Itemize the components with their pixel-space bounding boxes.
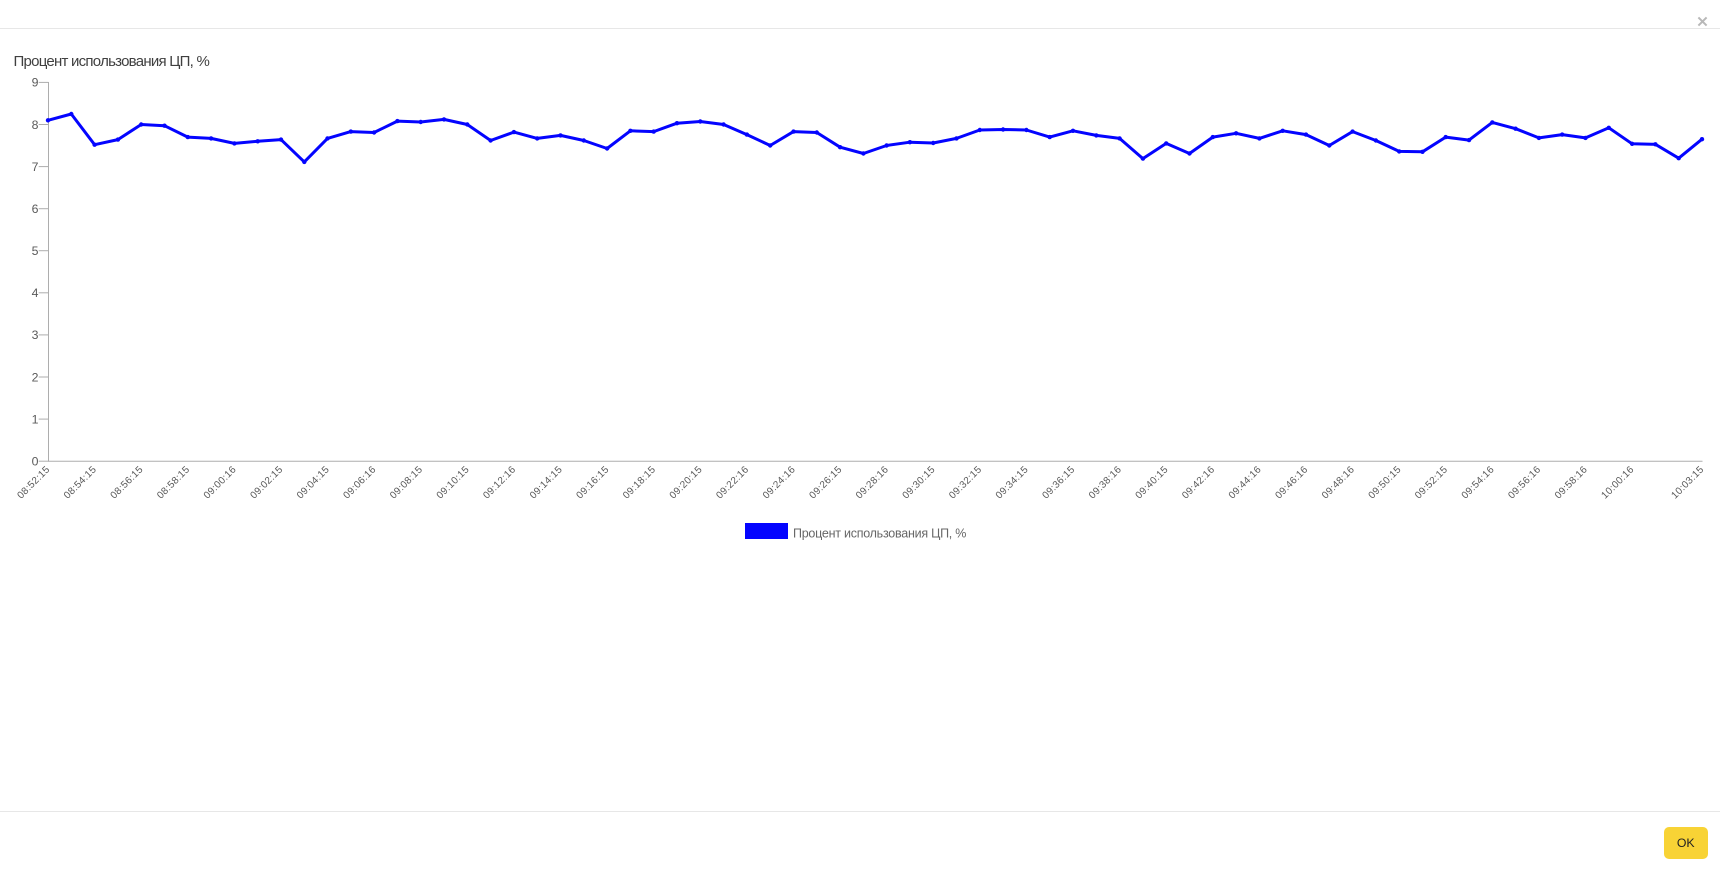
svg-text:09:36:15: 09:36:15 xyxy=(1040,464,1077,501)
svg-text:09:40:15: 09:40:15 xyxy=(1134,464,1171,501)
svg-text:0: 0 xyxy=(32,455,39,469)
svg-text:6: 6 xyxy=(32,202,39,216)
svg-text:08:54:15: 08:54:15 xyxy=(62,464,99,501)
svg-text:4: 4 xyxy=(32,286,39,300)
svg-text:2: 2 xyxy=(32,370,39,384)
svg-text:09:24:16: 09:24:16 xyxy=(761,464,798,501)
svg-text:09:52:15: 09:52:15 xyxy=(1413,464,1450,501)
svg-text:7: 7 xyxy=(32,160,39,174)
svg-text:09:32:15: 09:32:15 xyxy=(947,464,984,501)
svg-text:09:46:16: 09:46:16 xyxy=(1273,464,1310,501)
svg-text:09:08:15: 09:08:15 xyxy=(388,464,425,501)
svg-text:09:50:15: 09:50:15 xyxy=(1367,464,1404,501)
svg-text:09:48:16: 09:48:16 xyxy=(1320,464,1357,501)
svg-text:09:38:16: 09:38:16 xyxy=(1087,464,1124,501)
svg-text:09:30:15: 09:30:15 xyxy=(901,464,938,501)
svg-text:3: 3 xyxy=(32,328,39,342)
svg-text:5: 5 xyxy=(32,244,39,258)
svg-text:09:22:16: 09:22:16 xyxy=(714,464,751,501)
svg-text:09:26:15: 09:26:15 xyxy=(808,464,845,501)
svg-text:Процент использования ЦП, %: Процент использования ЦП, % xyxy=(14,53,210,70)
svg-text:09:14:15: 09:14:15 xyxy=(528,464,565,501)
svg-text:09:10:15: 09:10:15 xyxy=(435,464,472,501)
svg-text:09:58:16: 09:58:16 xyxy=(1553,464,1590,501)
svg-text:09:34:15: 09:34:15 xyxy=(994,464,1031,501)
svg-text:08:58:15: 08:58:15 xyxy=(155,464,192,501)
svg-text:1: 1 xyxy=(32,412,39,426)
svg-text:09:16:15: 09:16:15 xyxy=(575,464,612,501)
svg-text:09:28:16: 09:28:16 xyxy=(854,464,891,501)
svg-text:10:00:16: 10:00:16 xyxy=(1600,464,1637,501)
svg-text:9: 9 xyxy=(32,76,39,90)
svg-text:10:03:15: 10:03:15 xyxy=(1669,464,1706,501)
svg-text:09:56:16: 09:56:16 xyxy=(1506,464,1543,501)
svg-text:09:42:16: 09:42:16 xyxy=(1180,464,1217,501)
svg-text:09:06:16: 09:06:16 xyxy=(342,464,379,501)
svg-text:09:18:15: 09:18:15 xyxy=(621,464,658,501)
svg-text:09:54:16: 09:54:16 xyxy=(1460,464,1497,501)
svg-text:09:20:15: 09:20:15 xyxy=(668,464,705,501)
svg-text:09:12:16: 09:12:16 xyxy=(481,464,518,501)
svg-text:Процент использования ЦП, %: Процент использования ЦП, % xyxy=(793,526,966,540)
svg-text:8: 8 xyxy=(32,118,39,132)
svg-text:09:44:16: 09:44:16 xyxy=(1227,464,1264,501)
svg-text:09:00:16: 09:00:16 xyxy=(202,464,239,501)
svg-text:09:02:15: 09:02:15 xyxy=(248,464,285,501)
svg-text:09:04:15: 09:04:15 xyxy=(295,464,332,501)
svg-text:08:52:15: 08:52:15 xyxy=(15,464,52,501)
svg-text:08:56:15: 08:56:15 xyxy=(109,464,146,501)
